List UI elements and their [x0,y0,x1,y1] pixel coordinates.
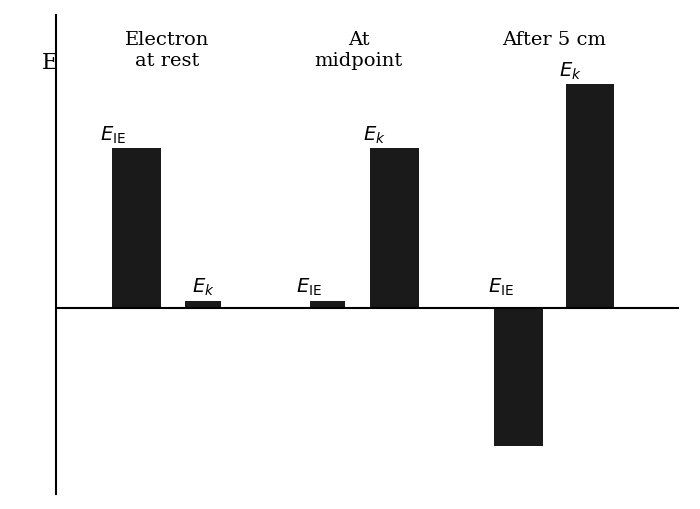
Bar [185,301,220,307]
Bar [566,84,615,307]
Text: $E_{k}$: $E_{k}$ [559,61,582,82]
Text: $E_{k}$: $E_{k}$ [192,277,214,298]
Text: $E_{\mathrm{IE}}$: $E_{\mathrm{IE}}$ [101,124,127,146]
Text: $E_{\mathrm{IE}}$: $E_{\mathrm{IE}}$ [488,277,514,298]
Bar [494,307,543,446]
Text: E: E [41,52,58,74]
Bar [309,301,345,307]
Text: Electron
at rest: Electron at rest [125,31,209,70]
Bar [370,148,419,307]
Text: $E_{\mathrm{IE}}$: $E_{\mathrm{IE}}$ [296,277,323,298]
Text: At
midpoint: At midpoint [314,31,402,70]
Text: $E_{k}$: $E_{k}$ [363,124,386,146]
Text: After 5 cm: After 5 cm [503,31,606,49]
Bar [111,148,160,307]
